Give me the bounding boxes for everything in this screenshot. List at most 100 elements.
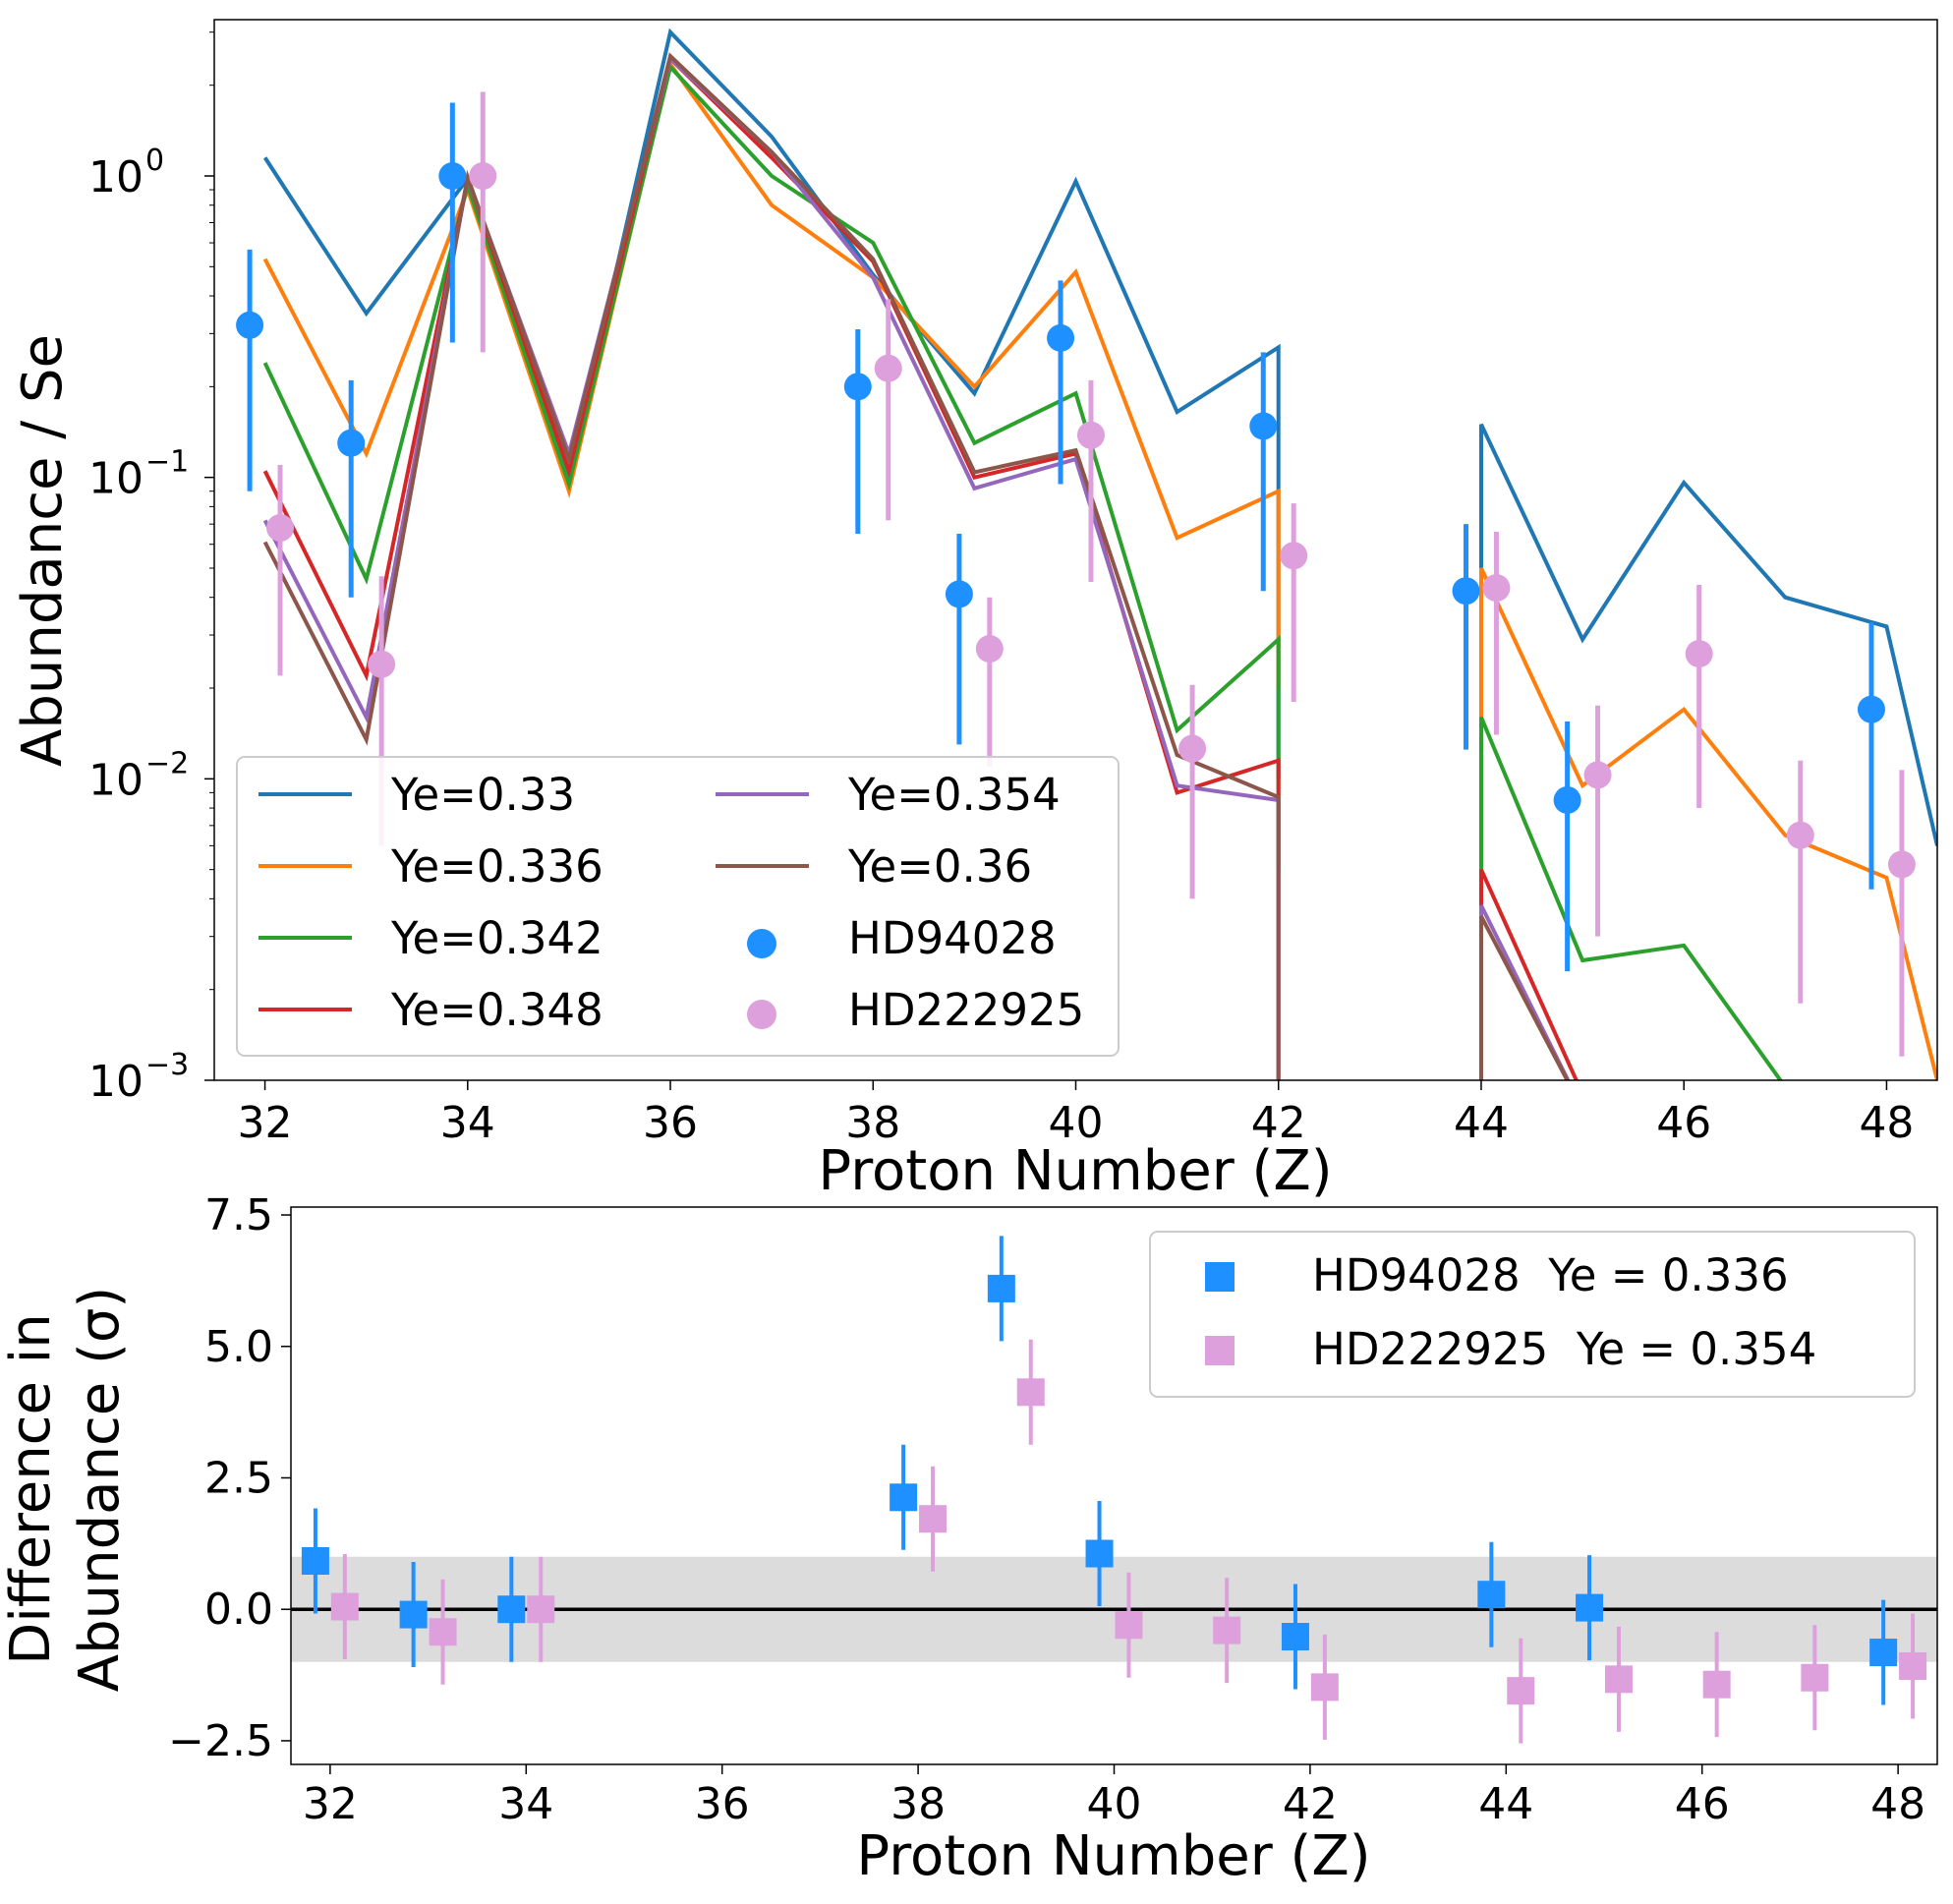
diff-point-hd94028-z39 — [987, 1274, 1015, 1302]
bottom-y-tick-label: 0.0 — [204, 1585, 273, 1635]
diff-point-hd222925-z34 — [527, 1595, 555, 1624]
point-hd222925-z39 — [975, 635, 1004, 664]
diff-point-hd222925-z41 — [1213, 1616, 1241, 1644]
bottom-panel: 32 34 36 38 40 42 44 46 48 7.5 5.0 2.5 0.0 −2.5 Prot… — [0, 1190, 1938, 1888]
top-legend: Ye=0.33 Ye=0.336 Ye=0.342 Ye=0.348 Ye=0.… — [236, 756, 1120, 1057]
legend-marker-hd94028 — [747, 929, 776, 958]
legend-label-ye-0.354: Ye=0.354 — [847, 769, 1061, 821]
diff-point-hd94028-z42 — [1281, 1623, 1309, 1651]
top-x-tick-label: 34 — [440, 1098, 495, 1148]
top-x-tick-label: 42 — [1251, 1098, 1306, 1148]
top-clip-group — [236, 28, 1937, 1080]
legend-marker-hd94028-ye-0.336 — [1205, 1262, 1235, 1292]
bottom-y-tick-label: −2.5 — [168, 1716, 273, 1766]
legend-label-ye-0.36: Ye=0.36 — [847, 840, 1032, 893]
diff-point-hd94028-z32 — [301, 1546, 329, 1575]
bottom-y-axis-label-line2: Abundance (σ) — [68, 1287, 132, 1692]
top-x-tick-label: 44 — [1454, 1098, 1509, 1148]
bottom-x-tick-label: 36 — [695, 1779, 750, 1829]
bottom-plot-area — [291, 1236, 1937, 1744]
diff-point-hd222925-z38 — [919, 1505, 948, 1533]
point-hd222925-z41 — [1178, 734, 1207, 763]
legend-label-ye-0.33: Ye=0.33 — [390, 769, 575, 821]
bottom-y-tick-label: 2.5 — [204, 1453, 273, 1503]
point-hd222925-z46 — [1685, 640, 1713, 668]
bottom-x-ticks: 32 34 36 38 40 42 44 46 48 — [303, 1764, 1925, 1829]
top-x-axis-label: Proton Number (Z) — [818, 1139, 1332, 1203]
bottom-y-axis-label-line1: Difference in — [0, 1313, 63, 1665]
point-hd94028-z44 — [1452, 577, 1480, 606]
bottom-legend: HD94028 Ye = 0.336 HD222925 Ye = 0.354 — [1149, 1231, 1916, 1398]
bottom-x-tick-label: 42 — [1283, 1779, 1338, 1829]
point-hd222925-z44 — [1482, 574, 1511, 603]
bottom-x-tick-label: 46 — [1675, 1779, 1730, 1829]
diff-point-hd222925-z46 — [1702, 1670, 1731, 1699]
point-hd94028-z48 — [1857, 695, 1885, 723]
bottom-x-axis-label: Proton Number (Z) — [856, 1824, 1370, 1888]
top-x-tick-label: 46 — [1656, 1098, 1711, 1148]
point-hd94028-z34 — [438, 162, 467, 191]
bottom-x-tick-label: 34 — [498, 1779, 553, 1829]
legend-marker-hd222925 — [747, 1000, 776, 1029]
top-legend-box — [236, 756, 1120, 1057]
bottom-x-tick-label: 38 — [890, 1779, 946, 1829]
top-x-ticks: 32 34 36 38 40 42 44 46 48 — [238, 1080, 1914, 1148]
point-hd94028-z32 — [236, 311, 264, 339]
diff-point-hd94028-z38 — [890, 1483, 918, 1512]
diff-point-hd222925-z33 — [429, 1618, 457, 1646]
point-hd222925-z47 — [1786, 821, 1814, 849]
point-hd94028-z42 — [1249, 412, 1278, 440]
top-x-tick-label: 32 — [238, 1098, 293, 1148]
bottom-x-tick-label: 32 — [303, 1779, 358, 1829]
point-hd222925-z38 — [874, 354, 902, 382]
top-y-tick-label: 10 — [88, 454, 144, 504]
point-hd94028-z33 — [337, 429, 366, 457]
top-y-tick-exponent: 0 — [145, 144, 164, 178]
top-y-tick-label: 10 — [88, 755, 144, 805]
diff-point-hd94028-z40 — [1085, 1539, 1114, 1568]
legend-label-ye-0.342: Ye=0.342 — [390, 912, 603, 964]
bottom-legend-box — [1149, 1231, 1916, 1398]
legend-label-ye-0.348: Ye=0.348 — [390, 984, 603, 1036]
bottom-x-tick-label: 40 — [1087, 1779, 1142, 1829]
top-y-tick-exponent: −3 — [145, 1048, 189, 1082]
bottom-y-tick-label: 5.0 — [204, 1322, 273, 1372]
top-y-tick-exponent: −1 — [145, 445, 189, 480]
top-x-tick-label: 36 — [643, 1098, 698, 1148]
bottom-y-ticks: 7.5 5.0 2.5 0.0 −2.5 — [168, 1190, 291, 1766]
point-hd222925-z33 — [368, 650, 396, 678]
point-hd94028-z45 — [1553, 785, 1581, 814]
legend-label-hd222925: HD222925 — [848, 984, 1084, 1036]
diff-point-hd94028-z34 — [497, 1595, 526, 1624]
top-plot-area — [236, 28, 1937, 1080]
point-hd94028-z38 — [843, 373, 872, 401]
top-y-tick-label: 10 — [88, 152, 144, 202]
legend-label-hd222925-ye-0.354: HD222925 Ye = 0.354 — [1312, 1323, 1816, 1375]
diff-point-hd94028-z44 — [1477, 1581, 1506, 1609]
diff-point-hd94028-z48 — [1869, 1639, 1898, 1667]
top-y-axis-label: Abundance / Se — [11, 334, 75, 767]
top-x-tick-label: 40 — [1049, 1098, 1104, 1148]
legend-label-hd94028-ye-0.336: HD94028 Ye = 0.336 — [1312, 1249, 1789, 1301]
point-hd222925-z48 — [1887, 850, 1916, 879]
top-x-tick-label: 38 — [845, 1098, 900, 1148]
diff-point-hd222925-z42 — [1310, 1673, 1339, 1702]
bottom-y-tick-label: 7.5 — [204, 1190, 273, 1240]
legend-label-ye-0.336: Ye=0.336 — [390, 840, 603, 893]
diff-point-hd222925-z32 — [330, 1592, 359, 1621]
legend-marker-hd222925-ye-0.354 — [1205, 1336, 1235, 1365]
diff-point-hd222925-z39 — [1016, 1378, 1045, 1407]
diff-point-hd222925-z47 — [1801, 1663, 1829, 1692]
point-hd222925-z42 — [1280, 542, 1308, 570]
diff-point-hd94028-z45 — [1576, 1593, 1604, 1622]
diff-point-hd94028-z33 — [399, 1600, 428, 1629]
point-hd222925-z45 — [1583, 761, 1612, 789]
diff-point-hd222925-z48 — [1899, 1651, 1927, 1680]
point-hd222925-z40 — [1076, 421, 1105, 449]
bottom-x-tick-label: 44 — [1478, 1779, 1533, 1829]
top-y-tick-exponent: −2 — [145, 746, 189, 780]
point-hd222925-z34 — [469, 162, 497, 191]
legend-label-hd94028: HD94028 — [848, 912, 1057, 964]
